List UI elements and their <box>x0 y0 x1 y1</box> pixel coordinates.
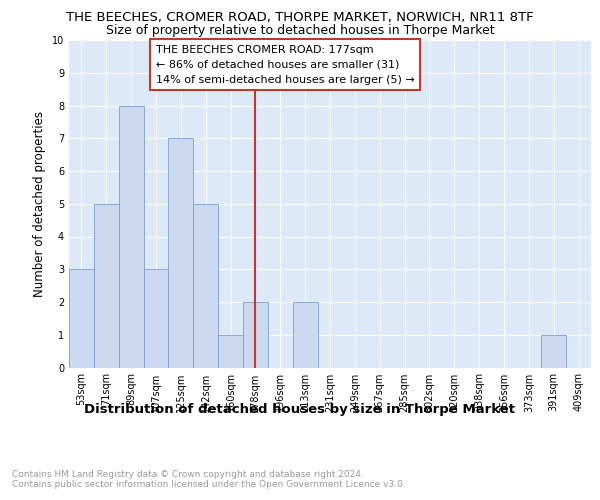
Text: THE BEECHES, CROMER ROAD, THORPE MARKET, NORWICH, NR11 8TF: THE BEECHES, CROMER ROAD, THORPE MARKET,… <box>66 11 534 24</box>
Bar <box>119 106 143 368</box>
Y-axis label: Number of detached properties: Number of detached properties <box>34 111 46 296</box>
Text: Size of property relative to detached houses in Thorpe Market: Size of property relative to detached ho… <box>106 24 494 37</box>
Text: THE BEECHES CROMER ROAD: 177sqm
← 86% of detached houses are smaller (31)
14% of: THE BEECHES CROMER ROAD: 177sqm ← 86% of… <box>156 45 415 84</box>
Bar <box>193 204 218 368</box>
Bar <box>293 302 317 368</box>
Bar <box>243 302 268 368</box>
Text: Contains HM Land Registry data © Crown copyright and database right 2024.
Contai: Contains HM Land Registry data © Crown c… <box>12 470 406 490</box>
Bar <box>218 335 243 368</box>
Bar <box>143 269 169 368</box>
Bar <box>541 335 566 368</box>
Bar <box>94 204 119 368</box>
Bar <box>69 269 94 368</box>
Text: Distribution of detached houses by size in Thorpe Market: Distribution of detached houses by size … <box>85 402 515 415</box>
Bar <box>169 138 193 368</box>
